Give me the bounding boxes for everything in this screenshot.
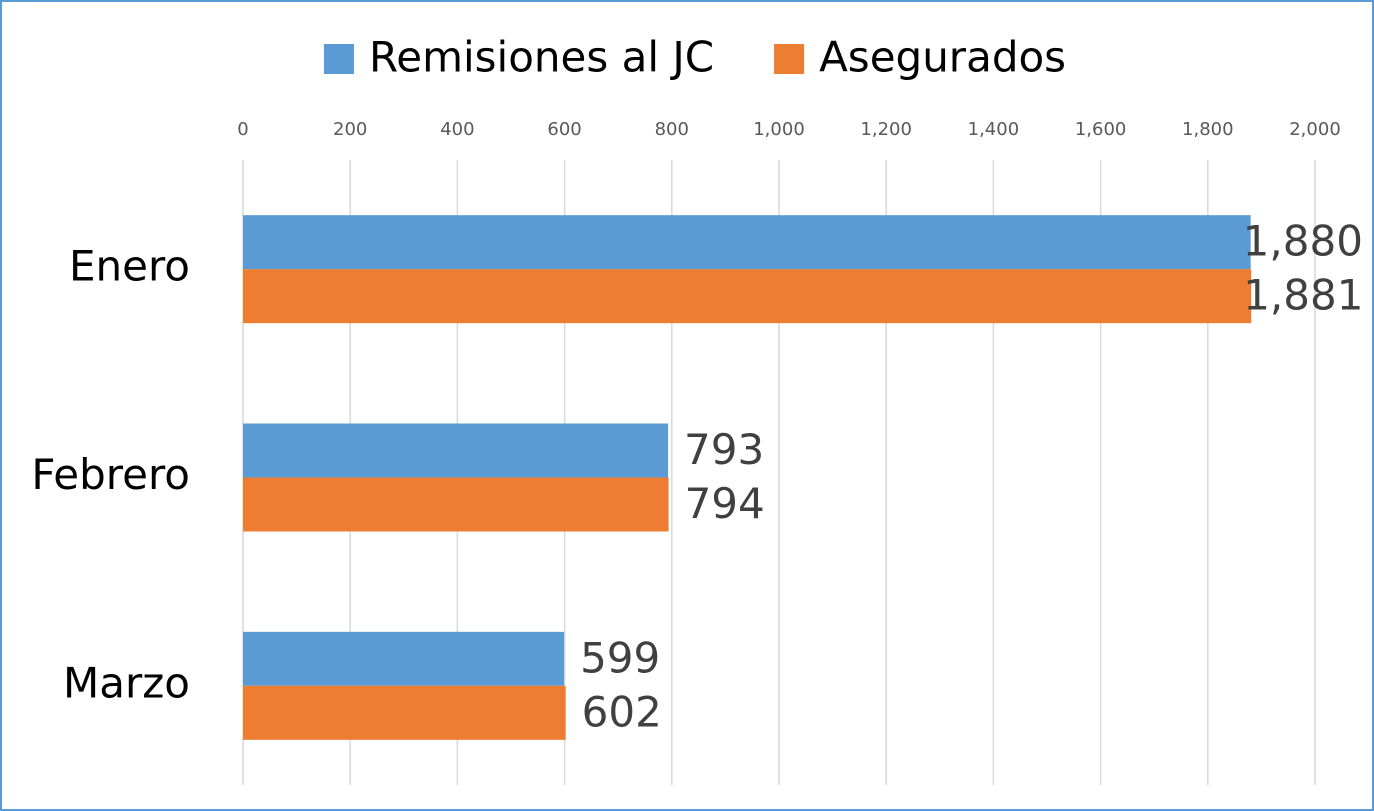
bar: [243, 477, 669, 532]
bar: [243, 269, 1252, 324]
data-label: 602: [582, 687, 662, 736]
legend-label: Asegurados: [819, 33, 1066, 82]
x-tick-label: 200: [333, 119, 367, 140]
data-label: 1,880: [1243, 217, 1363, 266]
data-label: 599: [580, 633, 660, 682]
x-tick-label: 1,800: [1182, 119, 1234, 140]
x-tick-label: 1,000: [753, 119, 805, 140]
legend-label: Remisiones al JC: [369, 33, 714, 82]
x-tick-label: 400: [440, 119, 474, 140]
legend-swatch: [774, 44, 805, 74]
x-tick-label: 600: [547, 119, 581, 140]
x-tick-label: 1,400: [968, 119, 1020, 140]
data-label: 1,881: [1243, 271, 1363, 320]
data-label: 794: [685, 479, 765, 528]
legend-swatch: [323, 44, 354, 74]
x-tick-label: 1,200: [860, 119, 912, 140]
bar: [243, 631, 565, 686]
bar: [243, 423, 669, 478]
bar: [243, 685, 566, 740]
x-tick-label: 2,000: [1289, 119, 1341, 140]
y-tick-label: Febrero: [31, 450, 190, 499]
x-tick-label: 1,600: [1075, 119, 1127, 140]
bar: [243, 215, 1251, 270]
x-tick-label: 0: [237, 119, 248, 140]
y-tick-label: Marzo: [63, 658, 190, 707]
data-label: 793: [684, 425, 764, 474]
x-tick-label: 800: [655, 119, 689, 140]
y-tick-label: Enero: [69, 242, 190, 291]
